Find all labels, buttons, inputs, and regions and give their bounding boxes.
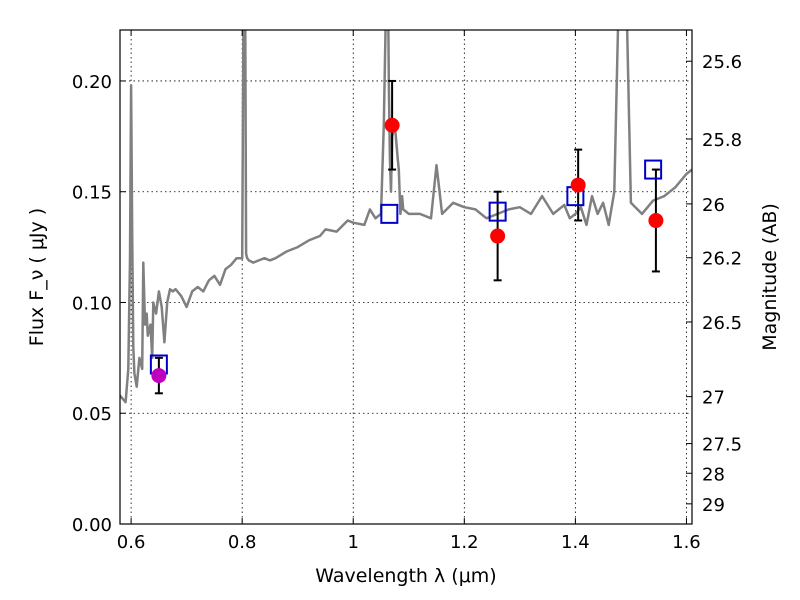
y-tick-label: 0.10 — [72, 293, 112, 314]
y2-tick-label: 26 — [702, 195, 725, 216]
y2-tick-label: 26.5 — [702, 313, 742, 334]
label-layer: 0.6 0.8 1 1.2 1.4 1.6 0.00 0.05 0.10 0.15 0.20 25.6… — [72, 52, 742, 553]
plot-frame — [119, 29, 693, 525]
x-axis-title: Wavelength λ (μm) — [315, 565, 496, 587]
x-tick-label: 1.2 — [450, 532, 479, 553]
x-tick-label: 0.6 — [117, 532, 146, 553]
y-tick-label: 0.15 — [72, 183, 112, 204]
y-tick-label: 0.20 — [72, 72, 112, 93]
observed-point — [490, 228, 506, 244]
y2-tick-label: 29 — [702, 495, 725, 516]
y-tick-label: 0.00 — [72, 515, 112, 536]
model-square-point — [488, 201, 507, 222]
observed-point — [570, 177, 586, 193]
y2-tick-label: 27 — [702, 388, 725, 409]
x-tick-label: 1 — [348, 532, 359, 553]
y2-tick-label: 25.6 — [702, 52, 742, 73]
x-tick-label: 0.8 — [228, 532, 257, 553]
tick-layer — [120, 30, 692, 525]
y2-tick-label: 25.8 — [702, 130, 742, 151]
y2-axis-title: Magnitude (AB) — [759, 203, 781, 351]
x-tick-label: 1.6 — [672, 532, 701, 553]
y2-tick-label: 27.5 — [702, 435, 742, 456]
y-tick-label: 0.05 — [72, 404, 112, 425]
spectrum-line — [120, 30, 692, 404]
model-square-point — [644, 159, 663, 180]
y-axis-title: Flux F_ν ( μJy ) — [26, 208, 48, 346]
observed-point — [151, 368, 167, 384]
series-layer — [120, 30, 692, 404]
model-square-point — [380, 203, 399, 224]
observed-point — [384, 117, 400, 133]
observed-point — [648, 213, 664, 229]
y2-tick-label: 26.2 — [702, 249, 742, 270]
y2-tick-label: 28 — [702, 464, 725, 485]
x-tick-label: 1.4 — [561, 532, 590, 553]
